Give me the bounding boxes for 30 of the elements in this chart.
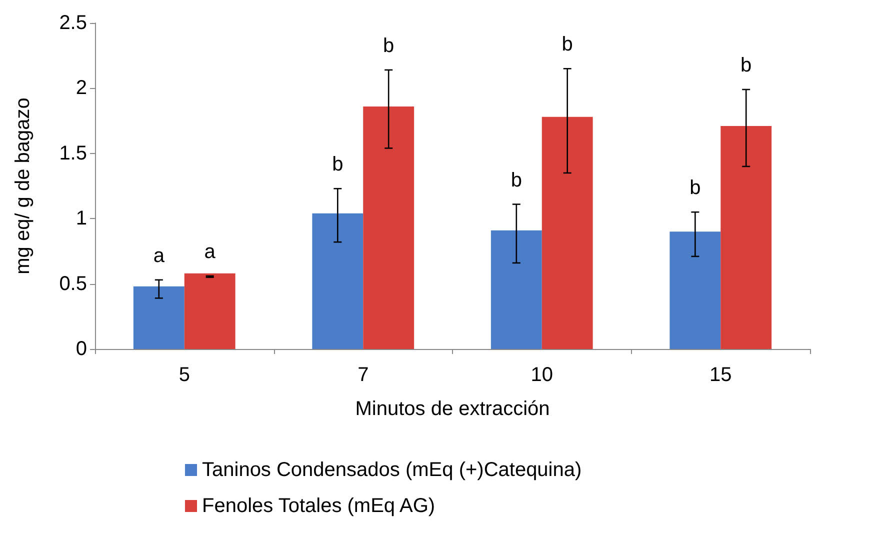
data-label: b bbox=[332, 154, 344, 176]
x-axis-title: Minutos de extracción bbox=[355, 398, 550, 420]
bar bbox=[363, 106, 414, 349]
bar bbox=[312, 213, 364, 349]
x-tick-label: 10 bbox=[530, 364, 553, 386]
bar bbox=[133, 286, 184, 349]
bar bbox=[184, 273, 236, 349]
data-label: b bbox=[383, 34, 394, 57]
y-axis-title: mg eq/ g de bagazo bbox=[12, 98, 34, 274]
data-label: b bbox=[690, 177, 701, 200]
legend-label: Taninos Condensados (mEq (+)Catequina) bbox=[202, 459, 582, 481]
bar bbox=[490, 230, 542, 349]
y-tick-label: 0 bbox=[76, 338, 87, 360]
data-label: b bbox=[510, 169, 522, 192]
y-tick-label: 1.5 bbox=[59, 142, 87, 164]
y-tick-label: 1 bbox=[76, 208, 87, 230]
y-tick-label: 0.5 bbox=[59, 272, 87, 295]
x-tick-label: 15 bbox=[710, 364, 732, 386]
bar bbox=[720, 126, 772, 349]
legend-label: Fenoles Totales (mEq AG) bbox=[202, 495, 436, 517]
data-label: b bbox=[562, 34, 573, 56]
y-tick-label: 2.5 bbox=[59, 12, 87, 34]
bar bbox=[542, 116, 593, 349]
data-label: a bbox=[153, 244, 166, 267]
bar bbox=[670, 232, 721, 349]
data-label: a bbox=[204, 240, 216, 263]
x-tick-label: 5 bbox=[178, 364, 190, 386]
y-tick-label: 2 bbox=[76, 77, 87, 100]
data-label: b bbox=[740, 54, 752, 77]
x-tick-label: 7 bbox=[358, 364, 369, 386]
